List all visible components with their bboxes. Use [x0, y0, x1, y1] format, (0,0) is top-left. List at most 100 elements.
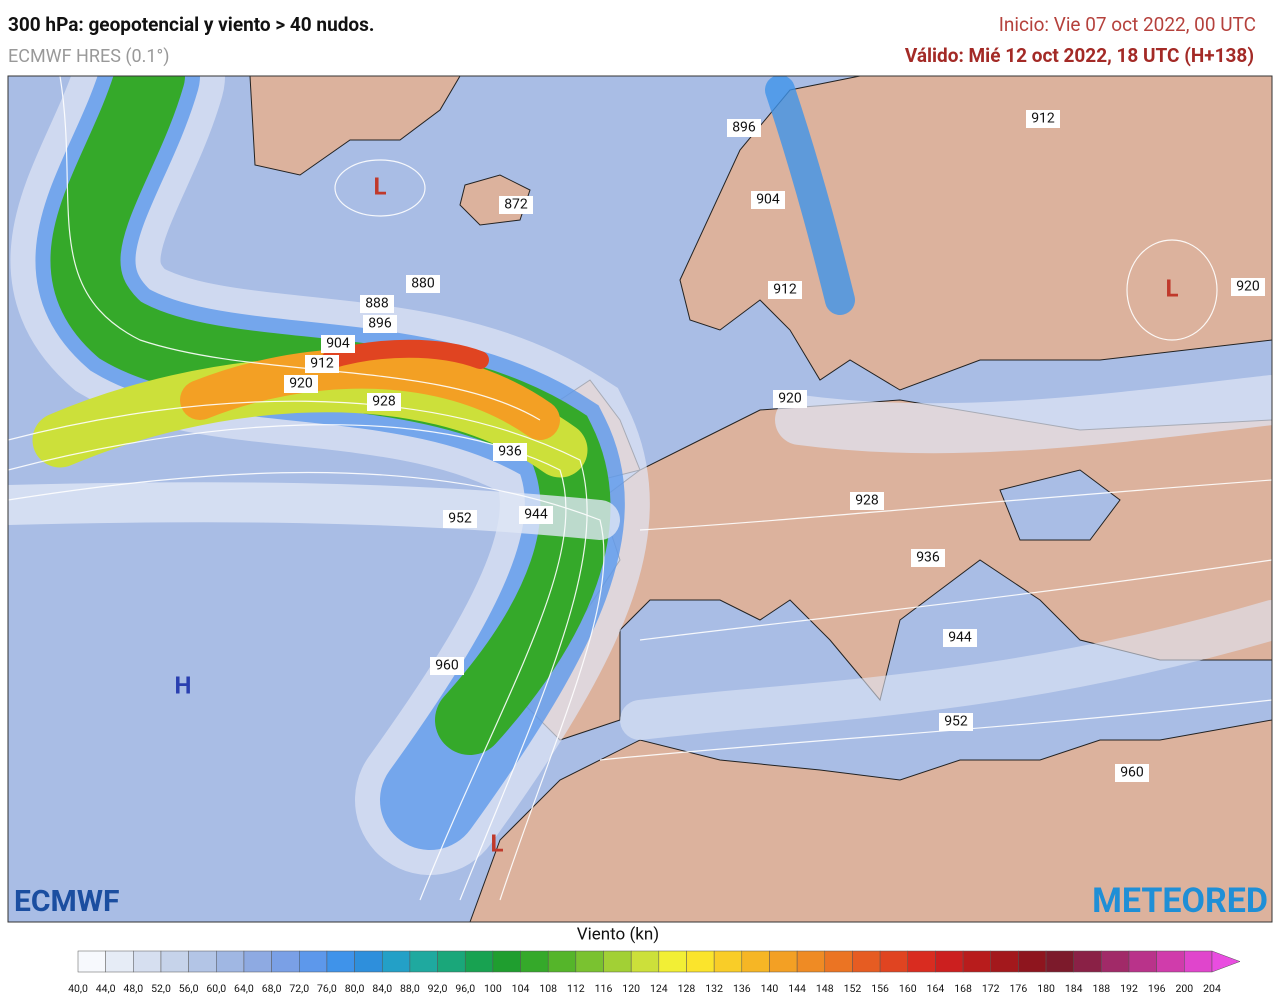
- colorbar-tick-label: 104: [512, 982, 530, 995]
- colorbar-tick-label: 124: [650, 982, 668, 995]
- contour-label-box: [367, 393, 401, 411]
- colorbar-tick-label: 136: [733, 982, 751, 995]
- isohypses: [8, 76, 1272, 901]
- colorbar-tick-label: 72,0: [289, 982, 309, 995]
- colorbar-segment: [686, 950, 715, 973]
- contour-label: 944: [524, 507, 548, 523]
- colorbar-segment: [575, 950, 604, 973]
- contour-label-box: [284, 375, 318, 393]
- contour-label: 936: [498, 444, 522, 460]
- colorbar-segment: [437, 950, 466, 973]
- contour-label-box: [939, 713, 973, 731]
- black-sea: [999, 469, 1121, 541]
- colorbar-segment: [188, 950, 217, 973]
- colorbar-segment: [520, 950, 549, 973]
- contour-label: 928: [372, 394, 396, 410]
- contour-label: 904: [756, 192, 780, 208]
- map: 872 880 888 896 904 912 920 928 936 944 952 960 896 9…: [8, 76, 1272, 922]
- colorbar-tick-label: 108: [539, 982, 557, 995]
- colorbar-tick-label: 40,0: [68, 982, 88, 995]
- contour-label-box: [768, 281, 802, 299]
- contour-label-box: [430, 657, 464, 675]
- colorbar-tick-label: 144: [788, 982, 806, 995]
- greenland: [249, 76, 461, 176]
- colorbar-segment: [1045, 950, 1074, 973]
- meteored-logo: METEORED: [1092, 881, 1268, 921]
- contour-label-box: [1231, 278, 1265, 296]
- colorbar-segment: [796, 950, 826, 973]
- colorbar-segment: [990, 950, 1019, 973]
- colorbar-tick-label: 172: [982, 982, 1000, 995]
- colorbar-segment: [630, 950, 660, 973]
- colorbar-tick-label: 100: [484, 982, 502, 995]
- contour-label-box: [363, 315, 397, 333]
- init-time: Inicio: Vie 07 oct 2022, 00 UTC: [999, 13, 1256, 36]
- colorbar-tick-label: 96,0: [455, 982, 475, 995]
- colorbar-segment: [381, 950, 411, 973]
- contour-label-box: [443, 510, 477, 528]
- subtitle: ECMWF HRES (0.1°): [8, 46, 170, 67]
- contour-label-box: [727, 119, 761, 137]
- contour-label-box: [360, 295, 394, 313]
- colorbar-segment: [603, 950, 632, 973]
- colorbar-tick-label: 112: [567, 982, 585, 995]
- valid-time: Válido: Mié 12 oct 2022, 18 UTC (H+138): [905, 44, 1254, 67]
- pressure-center: L: [491, 829, 504, 857]
- colorbar-segment: [1101, 950, 1130, 973]
- contour-label: 920: [778, 391, 802, 407]
- colorbar-tick-label: 196: [1148, 982, 1166, 995]
- pressure-centers: L L H L: [175, 172, 1179, 857]
- colorbar-tick-label: 88,0: [400, 982, 420, 995]
- contour-label-box: [850, 492, 884, 510]
- colorbar-tick-label: 156: [871, 982, 889, 995]
- colorbar-tick-label: 200: [1175, 982, 1193, 995]
- colorbar-tick-label: 76,0: [317, 982, 337, 995]
- colorbar-segment: [1018, 950, 1047, 973]
- legend-title: Viento (kn): [577, 924, 659, 944]
- contour-label: 912: [773, 282, 797, 298]
- colorbar-tick-label: 152: [844, 982, 862, 995]
- title: 300 hPa: geopotencial y viento > 40 nudo…: [8, 13, 374, 36]
- colorbar-tick-label: 148: [816, 982, 834, 995]
- colorbar-segment: [1128, 950, 1157, 973]
- colorbar-tick-label: 68,0: [262, 982, 282, 995]
- colorbar-segment: [907, 950, 936, 973]
- africa: [469, 719, 1272, 922]
- colorbar-tick-label: 180: [1037, 982, 1055, 995]
- colorbar-segment: [1184, 950, 1213, 973]
- map-frame: [7, 75, 1273, 923]
- colorbar-tick-label: 52,0: [151, 982, 171, 995]
- contour-label: 872: [504, 197, 528, 213]
- colorbar-tick-label: 188: [1093, 982, 1111, 995]
- colorbar-segment: [879, 950, 909, 973]
- contour-label-box: [406, 275, 440, 293]
- contour-label: 920: [289, 376, 313, 392]
- colorbar-tick-label: 48,0: [123, 982, 143, 995]
- pressure-center: L: [1166, 274, 1179, 302]
- pressure-center: H: [175, 671, 192, 699]
- contour-label: 944: [948, 630, 972, 646]
- contour-label: 952: [448, 511, 472, 527]
- colorbar-tick-label: 120: [622, 982, 640, 995]
- colorbar-segment: [409, 950, 438, 973]
- colorbar-tick-label: 160: [899, 982, 917, 995]
- colorbar-segment: [824, 950, 853, 973]
- colorbar-tick-label: 168: [954, 982, 972, 995]
- colorbar-segment: [935, 950, 964, 973]
- contour-label: 952: [944, 714, 968, 730]
- contour-label-box: [1026, 110, 1060, 128]
- colorbar-tick-label: 84,0: [372, 982, 392, 995]
- scandinavia-russia: [679, 76, 1272, 391]
- colorbar-tick-label: 184: [1065, 982, 1083, 995]
- colorbar-segment: [326, 950, 355, 973]
- land: [249, 76, 1272, 922]
- colorbar-segment: [299, 950, 328, 973]
- contour-label-box: [499, 196, 533, 214]
- colorbar-tick-label: 140: [761, 982, 779, 995]
- colorbar-segment: [77, 950, 106, 973]
- contour-label: 936: [916, 550, 940, 566]
- colorbar-segment: [1073, 950, 1102, 973]
- ecmwf-logo: ECMWF: [14, 884, 119, 919]
- colorbar-segment: [741, 950, 770, 973]
